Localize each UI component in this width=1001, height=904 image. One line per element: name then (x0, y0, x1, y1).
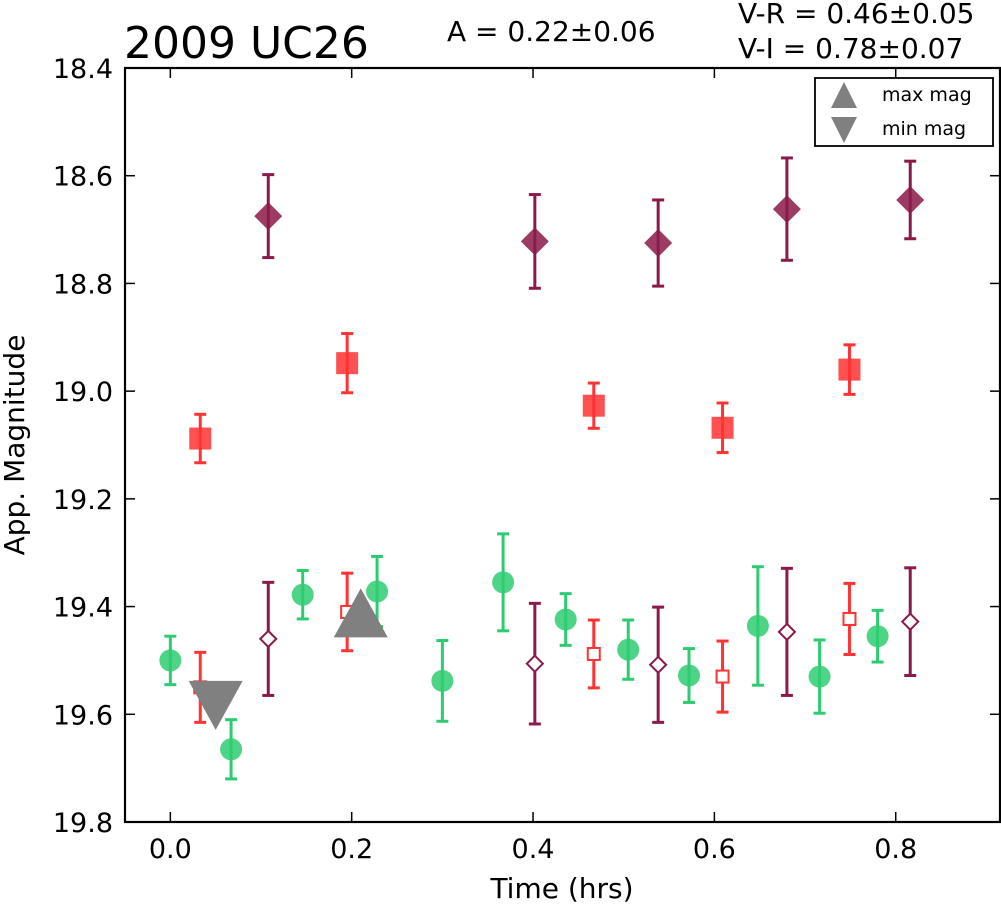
min-mag-marker (188, 680, 243, 730)
legend-max-label: max mag (882, 84, 972, 106)
data-point-open-square (715, 669, 730, 684)
amplitude-label: A = 0.22±0.06 (447, 15, 656, 48)
y-axis-label: App. Magnitude (0, 335, 31, 556)
data-point-circle (808, 665, 831, 688)
x-tick-label: 0.2 (330, 834, 373, 865)
series-filled-diamond (254, 156, 925, 290)
data-point-diamond (520, 227, 549, 256)
vi-color-label: V-I = 0.78±0.07 (738, 32, 963, 65)
plot-frame (123, 66, 1001, 824)
data-point-open-square (842, 611, 857, 626)
data-point-circle (431, 669, 454, 692)
series-filled-square (189, 332, 861, 465)
legend-min-label: min mag (882, 118, 966, 140)
data-point-circle (366, 580, 389, 603)
data-point-circle (554, 608, 577, 631)
chart-title: 2009 UC26 (124, 18, 369, 69)
legend: max mag min mag (814, 77, 994, 147)
x-tick-label: 0.8 (874, 834, 917, 865)
data-point-diamond (644, 229, 673, 258)
data-point-open-diamond (648, 655, 668, 675)
data-point-circle (617, 638, 640, 661)
data-point-square (582, 394, 605, 417)
y-tick-label: 19.8 (53, 808, 113, 839)
y-tick-label: 18.6 (53, 162, 113, 193)
legend-min-marker (831, 117, 857, 143)
data-point-diamond (254, 202, 283, 231)
x-tick-label: 0.0 (149, 834, 192, 865)
data-point-open-square (586, 646, 601, 661)
legend-max-marker (831, 82, 857, 108)
data-point-square (189, 427, 212, 450)
series-open-diamond (258, 566, 920, 726)
x-tick-label: 0.4 (512, 834, 555, 865)
y-tick-label: 19.2 (53, 485, 113, 516)
data-point-open-diamond (900, 612, 920, 632)
data-point-open-diamond (777, 622, 797, 642)
data-point-circle (220, 738, 243, 761)
data-point-circle (492, 571, 515, 594)
data-point-diamond (896, 185, 925, 214)
x-tick-label: 0.6 (693, 834, 736, 865)
y-tick-label: 19.6 (53, 700, 113, 731)
data-point-square (838, 358, 861, 381)
data-point-open-diamond (525, 654, 545, 674)
y-tick-label: 19.0 (53, 377, 113, 408)
max-mag-marker (333, 588, 388, 638)
data-point-circle (291, 583, 314, 606)
x-axis-label: Time (hrs) (489, 872, 633, 904)
data-point-open-diamond (258, 629, 278, 649)
data-point-circle (677, 664, 700, 687)
data-point-diamond (772, 195, 801, 224)
vr-color-label: V-R = 0.46±0.05 (738, 0, 974, 30)
data-point-circle (866, 625, 889, 648)
data-point-square (711, 416, 734, 439)
data-point-circle (159, 649, 182, 672)
y-tick-label: 19.4 (53, 593, 113, 624)
series-filled-circle (159, 532, 889, 781)
y-tick-label: 18.8 (53, 269, 113, 300)
data-point-circle (746, 614, 769, 637)
y-tick-label: 18.4 (53, 54, 113, 85)
data-point-square (336, 352, 359, 375)
